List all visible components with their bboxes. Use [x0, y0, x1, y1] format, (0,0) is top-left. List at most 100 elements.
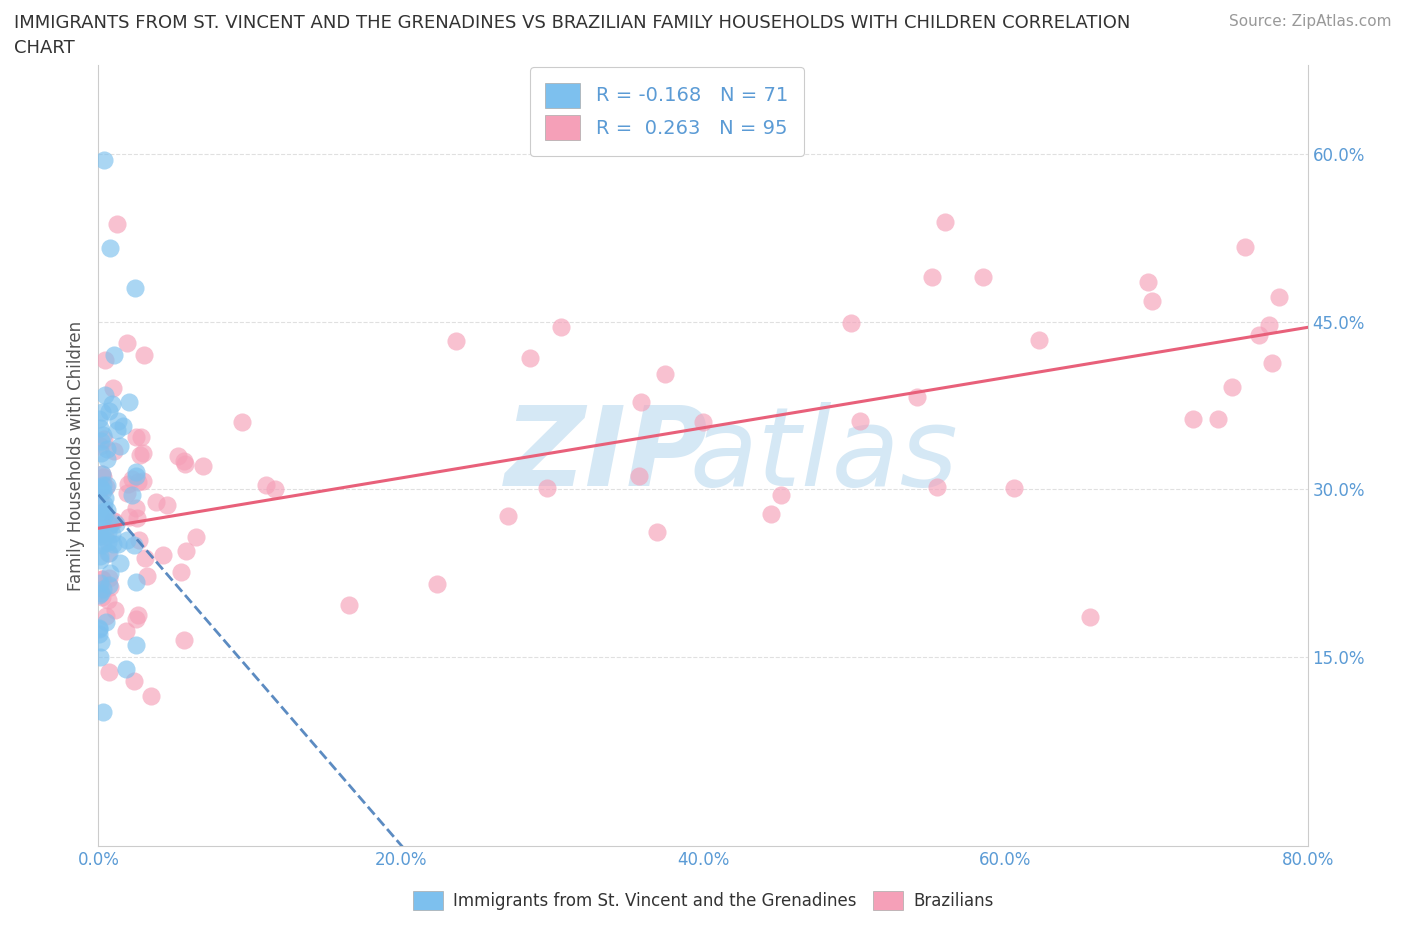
- Point: [121, 487, 143, 502]
- Point: [90, 585, 112, 600]
- Point: [125, 574, 148, 589]
- Legend: Immigrants from St. Vincent and the Grenadines, Brazilians: Immigrants from St. Vincent and the Gren…: [406, 884, 1000, 917]
- Point: [89, 521, 111, 536]
- Point: [93, 509, 115, 524]
- Point: [93, 504, 115, 519]
- Point: [101, 513, 124, 528]
- Point: [770, 487, 793, 502]
- Point: [89, 622, 111, 637]
- Point: [107, 414, 129, 429]
- Point: [87, 525, 110, 539]
- Point: [104, 603, 127, 618]
- Point: [91, 478, 114, 493]
- Point: [96, 502, 118, 517]
- Point: [96, 477, 118, 492]
- Point: [550, 320, 572, 335]
- Point: [121, 472, 143, 486]
- Point: [692, 415, 714, 430]
- Point: [152, 548, 174, 563]
- Point: [90, 635, 112, 650]
- Point: [93, 153, 115, 167]
- Point: [103, 348, 125, 363]
- Text: CHART: CHART: [14, 39, 75, 57]
- Point: [87, 588, 110, 603]
- Point: [98, 241, 121, 256]
- Point: [97, 570, 120, 585]
- Point: [96, 442, 118, 457]
- Point: [91, 405, 114, 419]
- Point: [1002, 481, 1025, 496]
- Point: [905, 390, 928, 405]
- Point: [90, 446, 112, 461]
- Point: [97, 545, 120, 560]
- Point: [90, 526, 112, 541]
- Point: [132, 473, 155, 488]
- Y-axis label: Family Households with Children: Family Households with Children: [66, 321, 84, 591]
- Point: [91, 535, 114, 550]
- Point: [89, 420, 111, 435]
- Point: [97, 665, 120, 680]
- Point: [1182, 411, 1205, 426]
- Point: [91, 469, 114, 484]
- Point: [94, 387, 117, 402]
- Point: [89, 493, 111, 508]
- Point: [94, 480, 117, 495]
- Point: [93, 496, 115, 511]
- Point: [536, 481, 558, 496]
- Point: [89, 627, 111, 642]
- Point: [444, 334, 467, 349]
- Point: [1137, 274, 1160, 289]
- Point: [972, 270, 994, 285]
- Point: [128, 447, 150, 462]
- Point: [337, 598, 360, 613]
- Point: [125, 501, 148, 516]
- Point: [136, 568, 159, 583]
- Point: [111, 418, 134, 433]
- Point: [170, 565, 193, 579]
- Point: [1268, 290, 1291, 305]
- Point: [166, 448, 188, 463]
- Point: [89, 480, 111, 495]
- Point: [117, 533, 139, 548]
- Point: [94, 352, 117, 367]
- Point: [89, 549, 111, 564]
- Point: [98, 404, 121, 418]
- Point: [114, 662, 136, 677]
- Point: [118, 510, 141, 525]
- Point: [627, 469, 650, 484]
- Point: [89, 582, 111, 597]
- Point: [934, 214, 956, 229]
- Point: [91, 467, 114, 482]
- Point: [839, 315, 862, 330]
- Point: [125, 465, 148, 480]
- Point: [98, 579, 121, 594]
- Point: [254, 477, 277, 492]
- Point: [173, 457, 195, 472]
- Point: [127, 511, 149, 525]
- Point: [117, 485, 139, 500]
- Point: [124, 538, 146, 552]
- Text: Source: ZipAtlas.com: Source: ZipAtlas.com: [1229, 14, 1392, 29]
- Point: [94, 528, 117, 543]
- Point: [89, 506, 111, 521]
- Point: [89, 649, 111, 664]
- Point: [90, 433, 112, 448]
- Point: [124, 281, 146, 296]
- Point: [96, 451, 118, 466]
- Point: [1258, 317, 1281, 332]
- Point: [98, 578, 121, 592]
- Point: [426, 577, 449, 591]
- Point: [125, 638, 148, 653]
- Point: [97, 592, 120, 607]
- Point: [91, 705, 114, 720]
- Text: IMMIGRANTS FROM ST. VINCENT AND THE GRENADINES VS BRAZILIAN FAMILY HOUSEHOLDS WI: IMMIGRANTS FROM ST. VINCENT AND THE GREN…: [14, 14, 1130, 32]
- Point: [921, 270, 943, 285]
- Point: [105, 422, 128, 437]
- Point: [519, 350, 541, 365]
- Point: [122, 673, 145, 688]
- Point: [90, 481, 112, 496]
- Point: [174, 543, 197, 558]
- Point: [94, 615, 117, 630]
- Point: [91, 428, 114, 443]
- Point: [94, 490, 117, 505]
